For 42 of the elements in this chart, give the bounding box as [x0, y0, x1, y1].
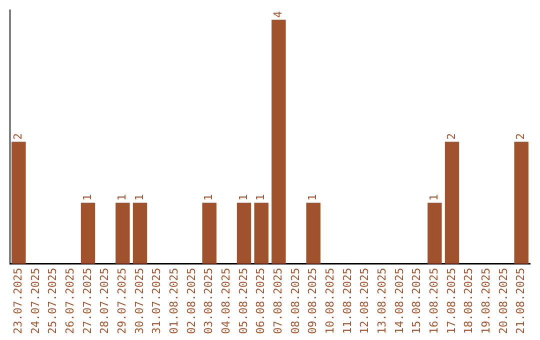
x-tick-label: 15.08.2025	[410, 268, 424, 334]
x-tick-label: 03.08.2025	[202, 268, 216, 334]
x-tick-label: 24.07.2025	[28, 268, 42, 334]
x-tick-label: 14.08.2025	[392, 268, 406, 334]
x-tick-label: 17.08.2025	[444, 268, 458, 334]
x-tick-label: 13.08.2025	[376, 268, 389, 334]
x-tick-label: 01.08.2025	[168, 268, 181, 334]
data-label: 1	[428, 194, 441, 201]
x-tick-label: 16.08.2025	[428, 268, 441, 334]
x-tick-label: 30.07.2025	[132, 268, 146, 334]
x-tick-label: 27.07.2025	[80, 268, 94, 334]
x-tick-label: 05.08.2025	[236, 268, 250, 334]
data-label: 2	[12, 133, 25, 140]
data-label: 2	[444, 133, 458, 140]
x-tick-label: 04.08.2025	[220, 268, 233, 334]
x-tick-label: 12.08.2025	[358, 268, 372, 334]
x-tick-label: 19.08.2025	[480, 268, 493, 334]
x-tick-label: 26.07.2025	[64, 268, 77, 334]
x-tick-label: 11.08.2025	[340, 268, 354, 334]
x-tick-label: 02.08.2025	[184, 268, 198, 334]
x-tick-label: 28.07.2025	[98, 268, 112, 334]
x-tick-label: 29.07.2025	[116, 268, 129, 334]
data-label: 1	[202, 194, 216, 201]
x-tick-label: 25.07.2025	[46, 268, 60, 334]
data-label: 1	[306, 194, 320, 201]
x-tick-label: 09.08.2025	[306, 268, 320, 334]
data-label: 1	[132, 194, 146, 201]
x-tick-label: 07.08.2025	[272, 268, 285, 334]
x-tick-label: 18.08.2025	[462, 268, 476, 334]
x-tick-label: 08.08.2025	[288, 268, 302, 334]
data-label: 1	[254, 194, 268, 201]
data-label: 1	[80, 194, 94, 201]
data-label: 4	[272, 10, 285, 18]
x-tick-label: 31.07.2025	[150, 268, 164, 334]
x-tick-label: 21.08.2025	[514, 268, 528, 334]
x-tick-label: 20.08.2025	[496, 268, 510, 334]
x-tick-label: 23.07.2025	[12, 268, 25, 334]
data-label: 1	[236, 194, 250, 201]
x-tick-label: 10.08.2025	[324, 268, 337, 334]
data-label: 2	[514, 133, 528, 140]
data-label: 1	[116, 194, 129, 201]
x-tick-label: 06.08.2025	[254, 268, 268, 334]
